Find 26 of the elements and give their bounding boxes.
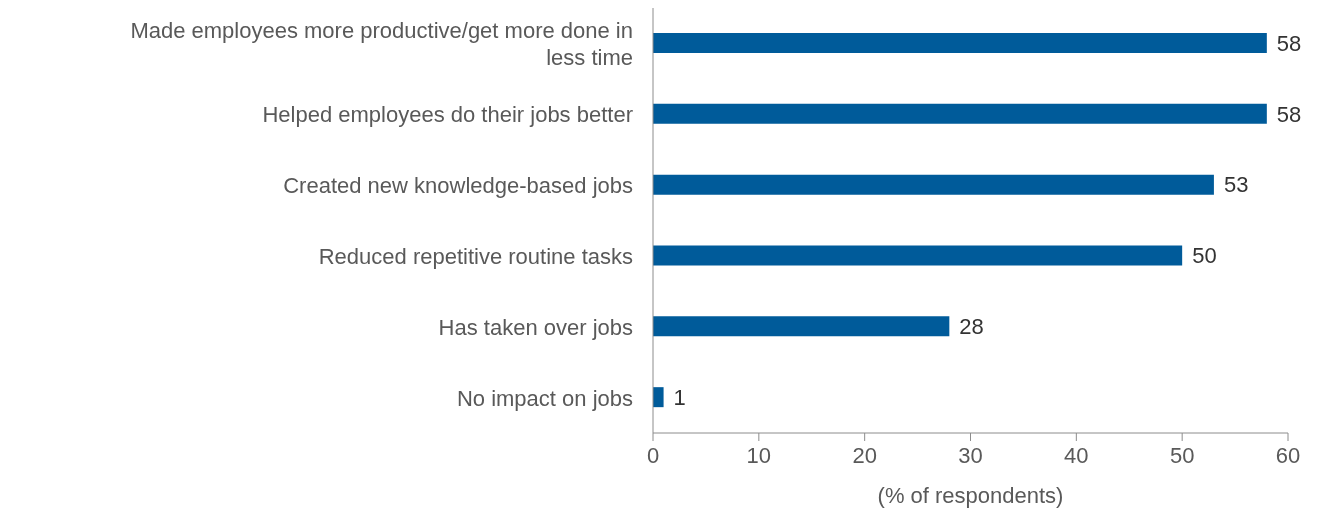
- x-axis-title: (% of respondents): [877, 483, 1064, 508]
- y-tick-label: Made employees more productive/get more done in less time: [130, 17, 633, 70]
- data-label: 50: [1192, 243, 1217, 269]
- bar: [653, 316, 950, 337]
- y-tick-label: No impact on jobs: [456, 385, 633, 411]
- x-tick-label: 30: [958, 442, 983, 468]
- bar: [653, 33, 1267, 53]
- data-label: 58: [1276, 30, 1302, 56]
- data-label: 1: [673, 384, 686, 410]
- data-label: 58: [1276, 101, 1302, 127]
- x-tick-label: 50: [1169, 442, 1195, 468]
- bar: [653, 103, 1267, 124]
- x-tick-label: 0: [646, 442, 660, 468]
- y-tick-label: Helped employees do their jobs better: [262, 101, 633, 127]
- data-label: 28: [959, 314, 984, 340]
- data-label: 53: [1223, 172, 1249, 198]
- bar: [653, 387, 664, 408]
- x-tick-label: 10: [746, 442, 772, 468]
- y-tick-label: Created new knowledge-based jobs: [283, 172, 633, 198]
- bar: [653, 245, 1183, 266]
- y-tick-label: Has taken over jobs: [438, 314, 633, 340]
- y-tick-label: Reduced repetitive routine tasks: [318, 243, 633, 269]
- x-tick-label: 60: [1275, 442, 1301, 468]
- x-tick-label: 20: [852, 442, 877, 468]
- bar: [653, 174, 1214, 195]
- x-tick-label: 40: [1064, 442, 1089, 468]
